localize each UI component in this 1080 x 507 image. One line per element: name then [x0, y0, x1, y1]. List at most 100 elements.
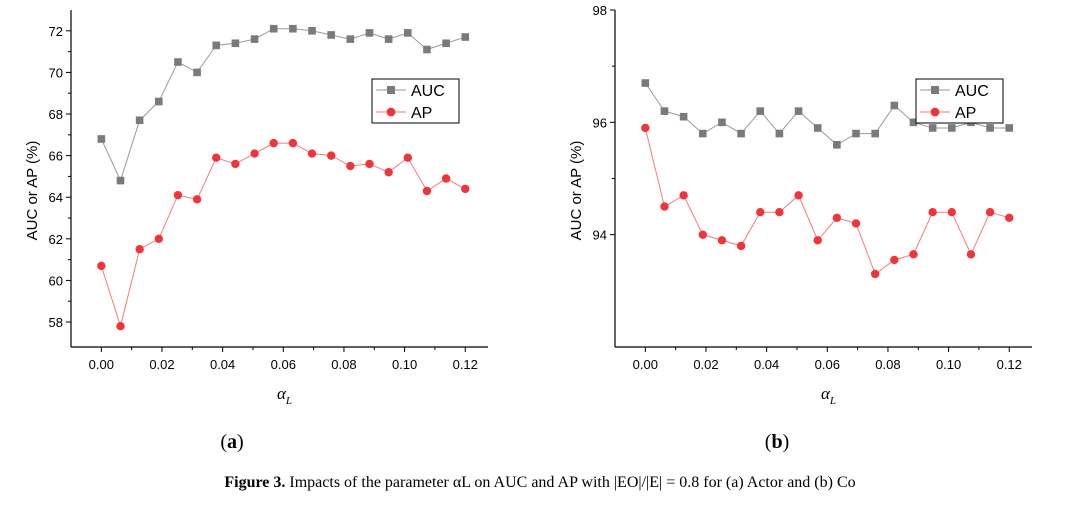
auc-point — [756, 107, 765, 115]
legend-ap-marker — [930, 107, 940, 117]
legend-auc-marker — [931, 86, 939, 94]
auc-point — [775, 129, 784, 138]
auc-point — [97, 135, 106, 143]
x-tick-label: 0.10 — [392, 357, 417, 372]
series-line-ap — [644, 127, 1010, 275]
ap-point — [775, 208, 784, 217]
auc-point — [890, 101, 899, 110]
ap-point — [154, 234, 163, 244]
legend-box — [371, 78, 460, 124]
auc-point — [1005, 124, 1014, 132]
ap-point — [365, 159, 374, 169]
y-tick-label: 66 — [49, 149, 63, 164]
auc-point — [698, 129, 707, 138]
ap-point — [641, 123, 650, 133]
auc-point — [116, 176, 125, 185]
y-axis-label: AUC or AP (%) — [568, 141, 585, 241]
y-tick-label: 58 — [49, 315, 63, 330]
auc-point — [871, 129, 879, 138]
auc-point — [461, 33, 470, 41]
ap-point — [890, 255, 899, 265]
ap-point — [422, 186, 432, 196]
x-axis-label-symbol: α — [277, 384, 287, 403]
ap-point — [698, 230, 707, 239]
ap-point — [717, 236, 727, 245]
panel-label: (b) — [765, 431, 789, 453]
auc-point — [289, 24, 297, 33]
legend-auc-marker — [387, 86, 395, 94]
x-tick-label: 0.00 — [633, 357, 658, 372]
legend-box — [915, 78, 1004, 124]
legend-entry-auc: AUC — [411, 83, 445, 100]
auc-point — [660, 107, 669, 115]
y-tick-label: 68 — [49, 107, 63, 122]
auc-point — [909, 118, 918, 127]
ap-point — [756, 208, 765, 217]
ap-point — [909, 250, 918, 259]
ap-point — [288, 138, 298, 148]
ap-point — [660, 202, 669, 211]
ap-point — [736, 241, 746, 251]
ap-point — [307, 149, 317, 158]
panel-label-close: ) — [783, 431, 790, 453]
auc-point — [423, 45, 431, 54]
ap-point — [461, 184, 470, 194]
auc-point — [154, 97, 163, 106]
auc-point — [193, 68, 201, 77]
caption-label: Figure 3. — [224, 474, 286, 491]
y-tick-label: 60 — [49, 273, 63, 288]
ap-point — [928, 208, 937, 217]
x-tick-label: 0.08 — [331, 357, 356, 372]
ap-point — [212, 153, 221, 162]
y-tick-label: 70 — [49, 65, 63, 80]
auc-point — [641, 79, 650, 87]
auc-point — [947, 124, 956, 132]
x-axis-label-symbol: α — [821, 384, 831, 403]
auc-point — [269, 24, 278, 33]
auc-point — [384, 35, 393, 43]
auc-point — [250, 35, 259, 43]
ap-point — [326, 151, 336, 160]
ap-point — [269, 138, 278, 148]
auc-point — [231, 39, 240, 48]
auc-point — [308, 27, 316, 35]
ap-point — [813, 236, 822, 245]
auc-point — [327, 31, 335, 39]
x-tick-label: 0.02 — [149, 357, 174, 372]
ap-point — [1005, 213, 1014, 223]
x-tick-label: 0.08 — [875, 357, 900, 372]
y-axis-label: AUC or AP (%) — [24, 141, 41, 241]
x-tick-label: 0.10 — [936, 357, 961, 372]
ap-point — [231, 159, 240, 169]
caption-text: Impacts of the parameter αL on AUC and A… — [289, 474, 856, 491]
auc-point — [986, 124, 994, 132]
chart-panel-b: 94 96 98 0.00 0.02 0.04 0.06 0.08 0.10 0.12 AUC or… — [568, 3, 1032, 453]
x-tick-label: 0.04 — [210, 357, 235, 372]
figure-caption: Figure 3. Impacts of the parameter αL on… — [0, 474, 1080, 492]
y-tick-label: 72 — [49, 24, 63, 39]
auc-point — [135, 116, 144, 125]
auc-point — [737, 129, 745, 138]
x-tick-label: 0.00 — [89, 357, 114, 372]
panel-label: (a) — [220, 431, 243, 453]
x-axis-label-subscript: L — [285, 395, 292, 407]
auc-point — [174, 58, 182, 66]
y-tick-label: 64 — [49, 190, 63, 205]
auc-point — [679, 112, 688, 121]
auc-point — [852, 129, 860, 138]
x-tick-label: 0.04 — [754, 357, 779, 372]
ap-point — [135, 245, 144, 254]
chart-panel-a: 58 60 62 64 66 68 70 72 0.00 0.02 0.04 0.06 0.08 0.10… — [24, 10, 488, 453]
x-tick-label: 0.06 — [815, 357, 840, 372]
ap-point — [985, 208, 995, 217]
ap-point — [250, 149, 259, 158]
ap-point — [173, 190, 183, 200]
y-tick-label: 98 — [593, 3, 607, 18]
ap-point — [851, 219, 861, 228]
ap-point — [192, 195, 202, 204]
auc-point — [365, 29, 374, 37]
legend-entry-ap: AP — [411, 105, 432, 122]
auc-point — [794, 107, 803, 115]
ap-point — [116, 321, 125, 331]
